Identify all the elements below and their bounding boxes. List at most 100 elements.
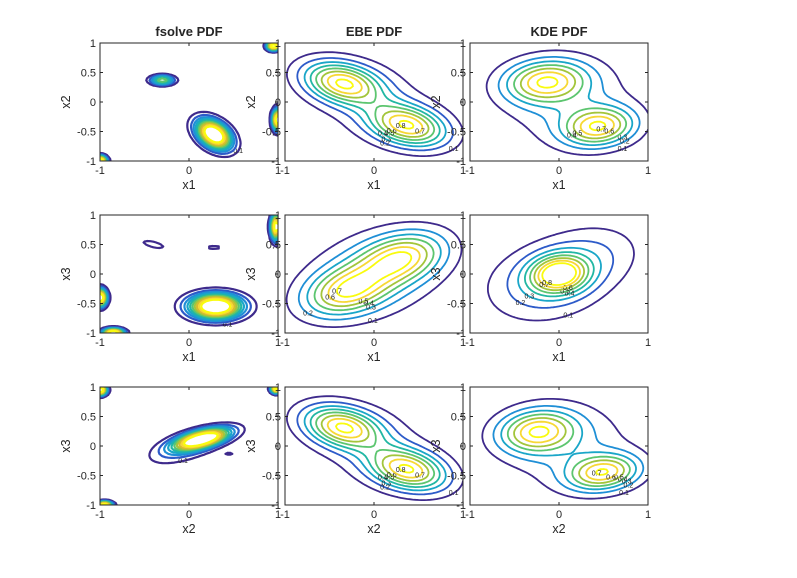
contour-lines: 0.10.20.30.40.50.60.7 bbox=[285, 220, 463, 328]
y-tick-label: -0.5 bbox=[77, 299, 96, 311]
contour-level-0.1 bbox=[285, 220, 463, 328]
y-tick-label: 1 bbox=[460, 38, 466, 50]
y-tick-label: 0.5 bbox=[81, 240, 96, 252]
x-tick-label: 1 bbox=[275, 165, 281, 177]
y-tick-label: 1 bbox=[460, 210, 466, 222]
contour-level-0.1 bbox=[485, 49, 648, 156]
subplot-3: 0.10.20.30.40.5 0.60.7-1 0 1-1-0.500.51x1x2… bbox=[429, 24, 651, 192]
x-axis-label: x1 bbox=[552, 178, 565, 192]
x-tick-label: 1 bbox=[460, 337, 466, 349]
contour-level-0.3 bbox=[303, 405, 447, 492]
y-tick-label: -0.5 bbox=[262, 471, 281, 483]
contour-label: 0.1 bbox=[619, 490, 629, 497]
contour-level-0.2 bbox=[296, 401, 454, 496]
subplot-6: 0.10.20.3 0.40.50.60.70.8-1 0 1-1-0.500.51x… bbox=[429, 210, 651, 364]
y-tick-label: 0.5 bbox=[451, 68, 466, 80]
contour-label: 0.8 bbox=[396, 123, 406, 130]
y-tick-label: 1 bbox=[275, 38, 281, 50]
x-axis-label: x2 bbox=[552, 522, 565, 536]
x-tick-label: 0 bbox=[556, 165, 562, 177]
y-axis-label: x3 bbox=[244, 439, 258, 452]
y-tick-label: -1 bbox=[271, 500, 281, 512]
x-axis-label: x2 bbox=[182, 522, 195, 536]
contour-level-0.5 bbox=[529, 254, 590, 294]
x-axis-label: x2 bbox=[367, 522, 380, 536]
contour-label: 0.2 bbox=[380, 140, 390, 147]
y-tick-label: 0.5 bbox=[266, 412, 281, 424]
contour-level-0.2 bbox=[497, 56, 641, 150]
contour-label: 0.5 bbox=[385, 130, 395, 137]
y-tick-label: -1 bbox=[86, 500, 96, 512]
contour-label: 0.4 bbox=[618, 476, 628, 483]
x-tick-label: -1 bbox=[465, 165, 475, 177]
x-axis-label: x1 bbox=[552, 350, 565, 364]
y-tick-label: -0.5 bbox=[262, 127, 281, 139]
y-tick-label: -1 bbox=[456, 500, 466, 512]
contour-label: 0.5 bbox=[614, 474, 624, 481]
contour-label: 0.3 bbox=[622, 478, 632, 485]
contour-level-0.7 bbox=[326, 417, 424, 479]
y-tick-label: -1 bbox=[456, 156, 466, 168]
contour-level-0.7 bbox=[326, 73, 424, 135]
contour-label: 0.6 bbox=[606, 474, 616, 481]
y-tick-label: 0.5 bbox=[266, 68, 281, 80]
y-tick-label: -1 bbox=[86, 328, 96, 340]
subplot-title: fsolve PDF bbox=[155, 24, 222, 39]
contour-label: 0.1 bbox=[368, 318, 378, 325]
y-tick-label: 1 bbox=[275, 210, 281, 222]
y-tick-label: 0 bbox=[275, 97, 281, 109]
contour-level-0.7 bbox=[536, 76, 607, 132]
contour-level-0.6 bbox=[527, 71, 615, 136]
contour-label: 0.7 bbox=[332, 289, 342, 296]
contour-level-1 bbox=[100, 43, 278, 161]
y-tick-label: -1 bbox=[271, 156, 281, 168]
y-axis-label: x3 bbox=[59, 267, 73, 280]
contour-level-0.3 bbox=[303, 61, 447, 148]
contour-label: 0.2 bbox=[303, 310, 313, 317]
contour-level-0.1 bbox=[487, 227, 635, 322]
contour-level-0.5 bbox=[513, 417, 625, 484]
contour-level-0.4 bbox=[506, 413, 631, 487]
contour-label: 0.7 bbox=[415, 129, 425, 136]
x-tick-label: -1 bbox=[280, 509, 290, 521]
contour-label: 0.5 bbox=[560, 289, 570, 296]
y-axis-label: x3 bbox=[429, 267, 443, 280]
contour-label: 0.8 bbox=[542, 280, 552, 287]
x-axis-label: x1 bbox=[367, 350, 380, 364]
contour-label: 0.7 bbox=[539, 282, 549, 289]
contour-label: 0.6 bbox=[387, 128, 397, 135]
contour-level-0.4 bbox=[513, 64, 628, 143]
y-tick-label: -1 bbox=[271, 328, 281, 340]
x-tick-label: -1 bbox=[95, 509, 105, 521]
x-tick-label: 0 bbox=[556, 337, 562, 349]
contour-label: 0.5 bbox=[385, 474, 395, 481]
contour-label: 0.5 bbox=[573, 130, 583, 137]
contour-label: 0.4 bbox=[567, 132, 577, 139]
x-tick-label: -1 bbox=[95, 337, 105, 349]
y-tick-label: 0 bbox=[90, 441, 96, 453]
x-tick-label: 1 bbox=[460, 509, 466, 521]
contour-label: 0.3 bbox=[618, 134, 628, 141]
contour-label: 0.6 bbox=[387, 472, 397, 479]
y-tick-label: 0 bbox=[460, 269, 466, 281]
y-tick-label: 0.5 bbox=[266, 240, 281, 252]
subplot-title: KDE PDF bbox=[530, 24, 587, 39]
contour-label: 0.7 bbox=[596, 127, 606, 134]
y-axis-label: x3 bbox=[244, 267, 258, 280]
y-tick-label: -0.5 bbox=[77, 127, 96, 139]
x-tick-label: 0 bbox=[186, 165, 192, 177]
contour-level-0.2 bbox=[492, 405, 645, 494]
x-tick-label: 0 bbox=[371, 509, 377, 521]
y-axis-label: x2 bbox=[59, 95, 73, 108]
contour-level-0.2 bbox=[297, 228, 451, 321]
contour-level-0.5 bbox=[315, 411, 436, 485]
y-tick-label: 0.5 bbox=[451, 240, 466, 252]
contour-label: 0.2 bbox=[620, 138, 630, 145]
contour-level-0.4 bbox=[524, 251, 595, 298]
contour-level-0.3 bbox=[306, 233, 442, 316]
y-tick-label: -0.5 bbox=[447, 471, 466, 483]
